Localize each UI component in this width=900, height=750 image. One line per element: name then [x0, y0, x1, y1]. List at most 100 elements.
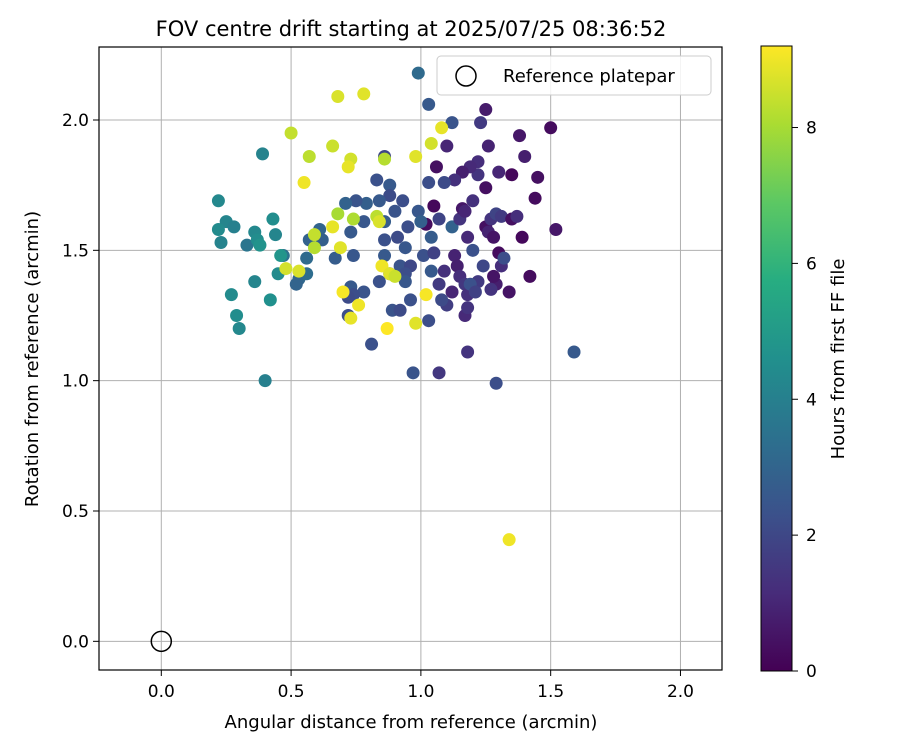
- data-point: [429, 160, 443, 174]
- chart-title: FOV centre drift starting at 2025/07/25 …: [156, 17, 667, 41]
- data-point: [437, 264, 451, 278]
- data-point: [248, 275, 262, 289]
- data-point: [328, 251, 342, 265]
- data-point: [341, 160, 355, 174]
- data-point: [440, 139, 454, 153]
- data-point: [481, 139, 495, 153]
- data-point: [378, 152, 392, 166]
- data-point: [331, 90, 345, 104]
- data-point: [466, 194, 480, 208]
- data-point: [461, 301, 475, 315]
- data-point: [476, 259, 490, 273]
- data-point: [461, 230, 475, 244]
- colorbar-tick-label: 8: [806, 119, 817, 139]
- data-point: [230, 308, 244, 322]
- y-axis-label: Rotation from reference (arcmin): [22, 211, 43, 507]
- data-point: [331, 207, 345, 221]
- data-point: [307, 241, 321, 255]
- data-point: [401, 220, 415, 234]
- data-point: [232, 322, 246, 336]
- data-point: [388, 269, 402, 283]
- data-point: [339, 196, 353, 210]
- data-point: [326, 220, 340, 234]
- data-point: [289, 277, 303, 291]
- data-point: [372, 275, 386, 289]
- data-point: [489, 376, 503, 390]
- x-tick-label: 1.5: [537, 682, 564, 702]
- data-point: [224, 288, 238, 302]
- reference-point-marker: [150, 630, 173, 653]
- data-point: [352, 298, 366, 312]
- data-point: [383, 178, 397, 192]
- legend: Reference platepar: [436, 55, 712, 96]
- data-point: [211, 222, 225, 236]
- data-point: [333, 241, 347, 255]
- data-point: [370, 173, 384, 187]
- data-point: [240, 238, 254, 252]
- data-point: [515, 230, 529, 244]
- data-point: [388, 204, 402, 218]
- data-point: [448, 249, 462, 263]
- y-tick-label: 1.5: [62, 241, 89, 261]
- legend-label: Reference platepar: [503, 66, 675, 87]
- data-point: [411, 204, 425, 218]
- data-point: [523, 269, 537, 283]
- data-point: [393, 303, 407, 317]
- data-point: [383, 189, 397, 203]
- data-point: [391, 230, 405, 244]
- data-point: [445, 116, 459, 130]
- data-point: [357, 87, 371, 101]
- data-point: [479, 181, 493, 195]
- data-point: [396, 194, 410, 208]
- data-point: [357, 285, 371, 299]
- x-tick-label: 0.0: [148, 682, 175, 702]
- data-point: [266, 212, 280, 226]
- data-point: [427, 199, 441, 213]
- x-axis-label: Angular distance from reference (arcmin): [225, 712, 598, 733]
- data-point: [518, 149, 532, 163]
- data-point: [435, 293, 449, 307]
- data-point: [346, 249, 360, 263]
- data-point: [416, 249, 430, 263]
- data-point: [279, 262, 293, 276]
- colorbar: 0 2 4 6 8 Hours from first FF file: [760, 45, 849, 682]
- colorbar-gradient: [760, 45, 793, 672]
- data-point: [513, 129, 527, 143]
- data-point: [359, 196, 373, 210]
- y-axis-ticks: 0.0 0.5 1.0 1.5 2.0: [62, 111, 99, 652]
- data-point: [409, 149, 423, 163]
- data-point: [349, 194, 363, 208]
- data-point: [422, 176, 436, 190]
- data-point: [409, 316, 423, 330]
- data-point: [432, 212, 446, 226]
- data-point: [258, 374, 272, 388]
- plot-area: [99, 47, 722, 670]
- data-point: [424, 230, 438, 244]
- data-point: [461, 345, 475, 359]
- y-tick-label: 1.0: [62, 372, 89, 392]
- data-point: [505, 168, 519, 182]
- data-point: [544, 121, 558, 135]
- data-point: [567, 345, 581, 359]
- data-point: [497, 251, 511, 265]
- plot-frame: [98, 46, 723, 671]
- data-point: [211, 194, 225, 208]
- data-point: [458, 204, 472, 218]
- data-point: [284, 126, 298, 140]
- data-point: [404, 293, 417, 307]
- data-point: [466, 243, 480, 257]
- data-point: [411, 66, 425, 80]
- data-point: [528, 191, 542, 205]
- y-tick-label: 0.0: [62, 632, 89, 652]
- data-point: [372, 215, 386, 229]
- data-point: [378, 249, 392, 263]
- data-points: [211, 66, 581, 547]
- data-point: [344, 225, 358, 239]
- data-point: [468, 285, 482, 299]
- data-point: [263, 293, 277, 307]
- data-point: [297, 176, 311, 190]
- data-point: [346, 212, 360, 226]
- data-point: [380, 322, 394, 336]
- data-point: [502, 533, 516, 547]
